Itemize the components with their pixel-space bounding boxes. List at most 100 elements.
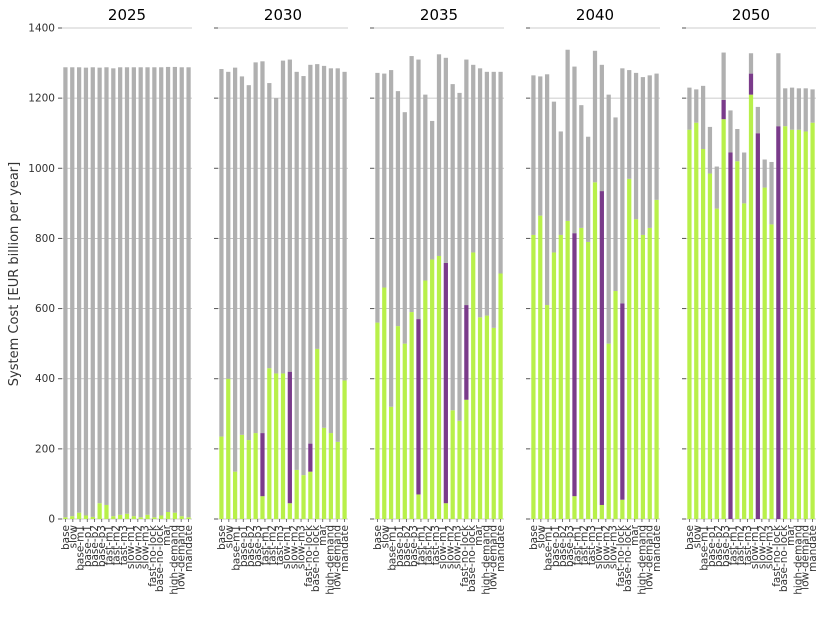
x-tick-label: base-p3	[408, 525, 420, 567]
bar-green	[558, 234, 563, 519]
bar-grey	[484, 71, 490, 316]
bar-green	[382, 287, 387, 519]
x-tick-label: slow-m3	[296, 525, 308, 569]
x-tick-label: fast-no-lock	[459, 524, 471, 587]
x-tick-label: fast-m1	[415, 525, 427, 565]
bar-green	[613, 291, 618, 519]
bar-grey	[219, 69, 224, 437]
x-tick-label: fast-no-lock	[615, 524, 627, 587]
bar-grey	[436, 54, 442, 256]
panel-2030: 2030 baseslowbase-m1base-p1base-p2base-p3…	[214, 6, 351, 595]
bar-green	[328, 433, 334, 519]
bar-green	[565, 220, 570, 519]
bar-green	[83, 515, 89, 519]
bar-green	[423, 280, 428, 519]
bar-grey	[63, 67, 68, 518]
bar-grey	[186, 67, 191, 518]
y-tick-label: 400	[35, 373, 55, 385]
x-tick-label: slow	[691, 525, 703, 549]
bar-grey	[776, 53, 781, 127]
bar-green	[70, 516, 75, 519]
x-tick-label: high-demand	[324, 525, 336, 595]
bar-green	[172, 512, 178, 519]
chart-panels: 20250200400600800100012001400baseslowbas…	[28, 6, 819, 595]
bar-green	[274, 373, 279, 519]
x-tick-label: slow-m2	[444, 525, 456, 569]
bar-grey	[395, 91, 401, 327]
bar-grey	[810, 89, 815, 123]
bar-green	[721, 119, 726, 519]
x-tick-label: low-demand	[332, 525, 344, 590]
x-tick-label: fast-m1	[259, 525, 271, 565]
x-tick-label: fast-m1	[727, 525, 739, 565]
x-tick-label: fast-m2	[111, 525, 123, 565]
x-tick-label: base-p2	[245, 525, 257, 567]
bar-grey	[342, 71, 347, 381]
x-tick-label: base-no-lock	[154, 524, 166, 592]
bar-grey	[627, 70, 632, 179]
bar-green	[742, 203, 747, 519]
bar-green	[111, 516, 116, 519]
bar-grey	[76, 67, 82, 513]
bar-green	[687, 129, 692, 519]
bar-green	[762, 187, 767, 519]
x-tick-label: mar	[317, 524, 329, 546]
x-tick-label: mar	[629, 524, 641, 546]
x-tick-label: fast-m1	[103, 525, 115, 565]
bar-grey	[70, 67, 75, 517]
bar-green	[219, 436, 224, 519]
bar-green	[186, 517, 191, 519]
bar-green	[694, 122, 699, 519]
bar-green	[735, 161, 740, 519]
y-tick-label: 200	[35, 443, 55, 455]
x-tick-label: base-p3	[252, 525, 264, 567]
x-tick-label: slow-m1	[437, 525, 449, 569]
x-tick-label: base-m1	[699, 525, 711, 571]
bar-green	[579, 227, 584, 519]
bar-green	[402, 343, 407, 519]
x-tick-label: base-p3	[564, 525, 576, 567]
panel-title: 2040	[576, 6, 614, 24]
bar-grey	[388, 70, 394, 407]
bar-grey	[586, 136, 591, 242]
bar-grey	[700, 85, 706, 149]
x-tick-label: base-p2	[89, 525, 101, 567]
bar-green	[430, 259, 435, 519]
x-tick-label: high-demand	[168, 525, 180, 595]
bar-grey	[707, 126, 713, 174]
y-tick-label: 1400	[28, 23, 55, 35]
bar-green	[375, 322, 380, 519]
bar-grey	[613, 117, 618, 292]
x-tick-label: fast-no-lock	[771, 524, 783, 587]
bar-green	[294, 469, 299, 519]
bar-green	[436, 255, 442, 519]
bar-green	[335, 441, 340, 519]
x-tick-label: slow-m1	[593, 525, 605, 569]
bar-green	[471, 252, 476, 519]
bar-grey	[423, 94, 428, 281]
bar-grey	[544, 74, 550, 306]
x-tick-label: fast-m3	[586, 525, 598, 565]
panel-2040: 2040 baseslowbase-m1base-p1base-p2base-p3…	[526, 6, 663, 595]
x-tick-label: slow-m3	[452, 525, 464, 569]
bar-green	[226, 378, 231, 519]
x-tick-label: base-m1	[543, 525, 555, 571]
bar-green	[627, 178, 632, 520]
bar-green	[491, 327, 496, 519]
bar-grey	[83, 67, 89, 516]
bar-green	[544, 305, 550, 519]
bar-green	[700, 148, 706, 519]
bar-green	[165, 511, 171, 519]
x-tick-label: base-p1	[394, 525, 406, 567]
bar-grey	[179, 67, 184, 517]
bar-purple	[620, 303, 625, 500]
x-tick-label: high-demand	[480, 525, 492, 595]
x-tick-label: slow	[379, 525, 391, 549]
bar-grey	[633, 72, 639, 220]
x-tick-label: base-p1	[550, 525, 562, 567]
x-tick-label: base-m1	[75, 525, 87, 571]
panel-2050: 2050 baseslowbase-m1base-p1base-p2base-p3…	[682, 6, 819, 595]
bar-grey	[551, 101, 557, 253]
bar-green	[90, 516, 95, 519]
bar-grey	[742, 152, 747, 204]
